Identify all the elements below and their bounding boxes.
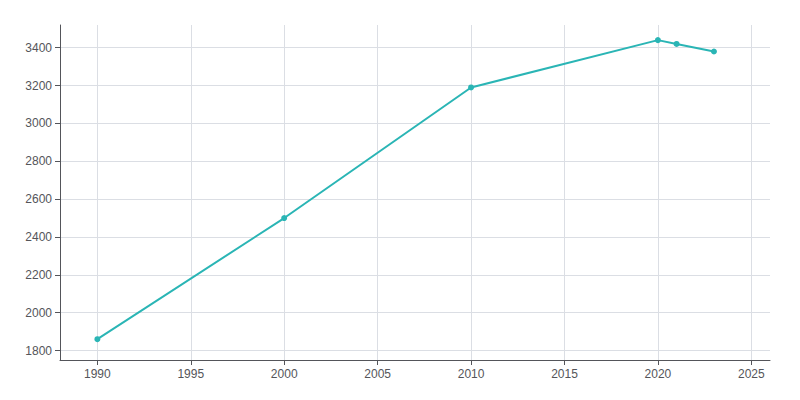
svg-text:2015: 2015	[551, 367, 578, 381]
svg-text:2400: 2400	[25, 230, 52, 244]
svg-text:2020: 2020	[645, 367, 672, 381]
svg-text:2600: 2600	[25, 192, 52, 206]
svg-text:3000: 3000	[25, 116, 52, 130]
svg-text:2000: 2000	[25, 306, 52, 320]
svg-text:2005: 2005	[364, 367, 391, 381]
svg-text:2200: 2200	[25, 268, 52, 282]
svg-text:3200: 3200	[25, 79, 52, 93]
svg-text:2000: 2000	[271, 367, 298, 381]
svg-text:2010: 2010	[458, 367, 485, 381]
svg-text:3400: 3400	[25, 41, 52, 55]
svg-text:2800: 2800	[25, 154, 52, 168]
svg-text:1995: 1995	[177, 367, 204, 381]
svg-text:2025: 2025	[738, 367, 765, 381]
svg-text:1990: 1990	[84, 367, 111, 381]
svg-text:1800: 1800	[25, 344, 52, 358]
